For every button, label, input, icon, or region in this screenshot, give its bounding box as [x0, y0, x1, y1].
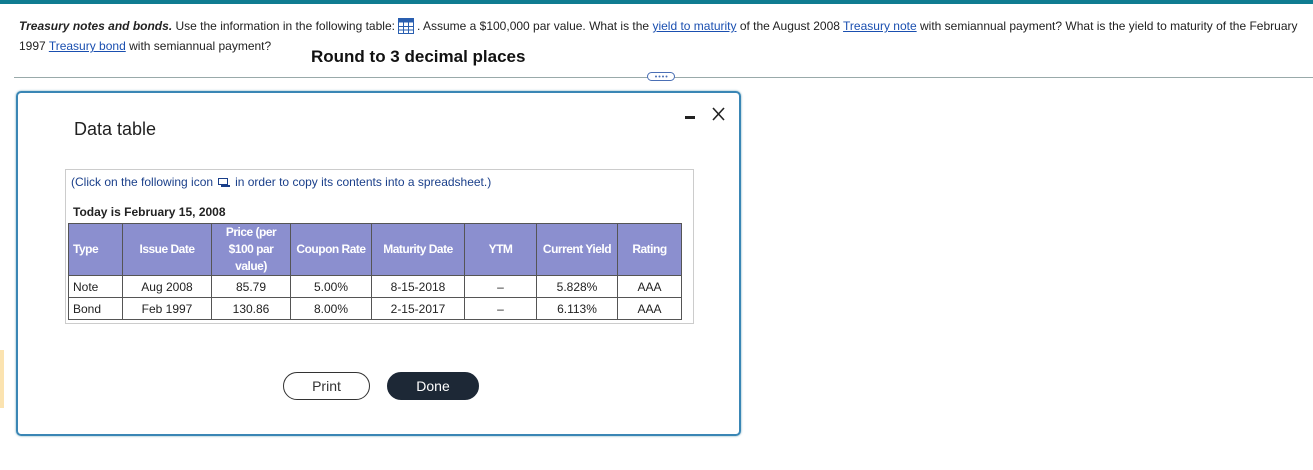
table-cell: 6.113% [536, 297, 618, 320]
table-cell: Feb 1997 [122, 297, 212, 320]
link[interactable]: Treasury bond [48, 39, 126, 53]
question-text: of the August 2008 [739, 19, 840, 33]
table-cell: 85.79 [211, 275, 291, 298]
dialog: Data table (Click on the following icon i… [16, 91, 741, 436]
side-strip [0, 350, 4, 408]
copy-note-text: (Click on the following icon [71, 175, 214, 189]
question-text: Use the information in the following tab… [175, 19, 395, 33]
print-button[interactable]: Print [283, 372, 370, 400]
table-cell: – [464, 275, 537, 298]
column-header: Maturity Date [371, 223, 465, 276]
table-cell: 8-15-2018 [371, 275, 465, 298]
link[interactable]: Treasury note [843, 19, 917, 33]
table-row: Bond Feb 1997 130.86 8.00% 2-15-2017–6.113% A… [68, 297, 682, 320]
column-header: Coupon Rate [290, 223, 372, 276]
question: Treasury notes and bonds. Use the inform… [19, 16, 1309, 56]
table-cell: – [464, 297, 537, 320]
column-header: Current Yield [536, 223, 618, 276]
table-cell: AAA [617, 275, 682, 298]
column-header: Rating [617, 223, 682, 276]
data-panel: (Click on the following icon in order to … [65, 169, 694, 324]
date-line: Today is February 15, 2008 [73, 205, 226, 219]
column-header: YTM [464, 223, 537, 276]
table-cell: Aug 2008 [122, 275, 212, 298]
done-button[interactable]: Done [387, 372, 479, 400]
table-cell: 130.86 [211, 297, 291, 320]
table-cell: 5.828% [536, 275, 618, 298]
table-cell: AAA [617, 297, 682, 320]
expand-button[interactable] [647, 72, 675, 82]
table-cell: 5.00% [290, 275, 372, 298]
copy-icon[interactable] [218, 178, 231, 188]
top-bar [0, 0, 1313, 4]
instruction: Round to 3 decimal places [311, 47, 526, 66]
data-table: Type Issue Date Price (per $100 par value)… [68, 223, 682, 320]
question-text: with semiannual payment? [129, 39, 272, 53]
table-cell: Note [68, 275, 123, 298]
close-button[interactable] [712, 107, 725, 121]
window-controls [685, 107, 725, 121]
question-text: with semiannual payment? What is the yie… [19, 19, 1298, 53]
table-cell: 2-15-2017 [371, 297, 465, 320]
column-header: Price (per $100 par value) [211, 223, 291, 276]
link[interactable]: yield to maturity [652, 19, 737, 33]
dialog-title: Data table [74, 119, 157, 139]
question-lead: Treasury notes and bonds. [19, 19, 173, 33]
copy-note: (Click on the following icon in order to … [71, 175, 491, 189]
question-text: . Assume a $100,000 par value. What is t… [416, 19, 650, 33]
table-cell: Bond [68, 297, 123, 320]
table-icon[interactable] [397, 18, 414, 34]
copy-note-text: in order to copy its contents into a spr… [235, 175, 492, 189]
table-row: Note Aug 2008 85.79 5.00% 8-15-2018–5.828% AA… [68, 275, 682, 298]
table-cell: 8.00% [290, 297, 372, 320]
column-header: Type [68, 223, 123, 276]
column-header: Issue Date [122, 223, 212, 276]
header-row: Type Issue Date Price (per $100 par value)… [68, 223, 682, 276]
minimize-button[interactable] [685, 116, 695, 119]
